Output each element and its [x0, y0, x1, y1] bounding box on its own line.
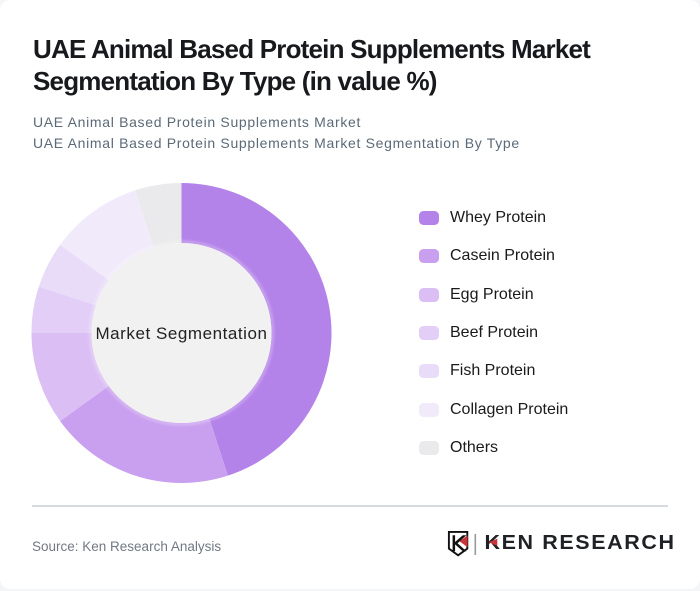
svg-text:KEN RESEARCH: KEN RESEARCH: [485, 531, 674, 554]
